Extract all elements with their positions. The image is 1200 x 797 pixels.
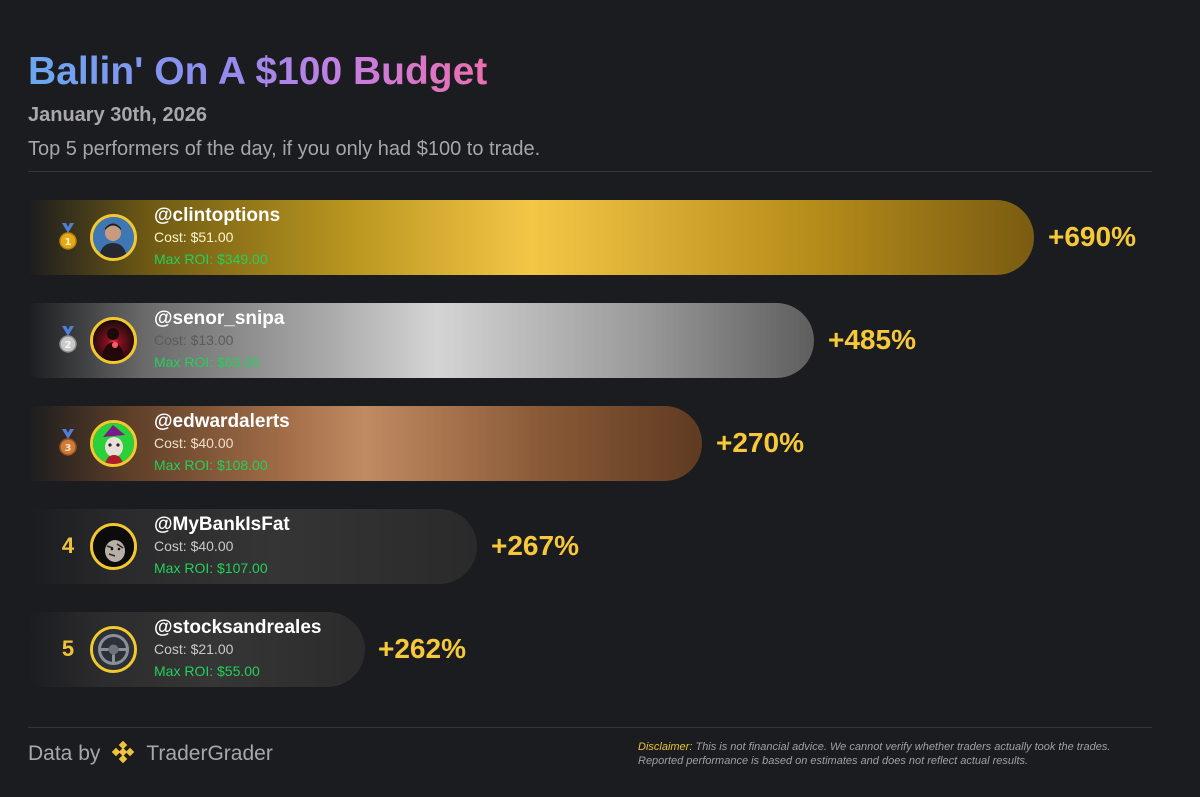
disclaimer: Disclaimer: This is not financial advice… — [638, 740, 1158, 768]
pct-label-rank-2: +485% — [828, 324, 916, 355]
avatar-portrait-icon — [93, 217, 134, 258]
bar-rank-1 — [28, 200, 1034, 275]
cost-label: Cost: $51.00 — [154, 229, 234, 245]
data-by-label: Data by — [28, 742, 101, 765]
bar-rank-2 — [28, 303, 814, 378]
pct-label-rank-1: +690% — [1048, 221, 1136, 252]
avatar-steering-wheel-icon — [93, 629, 134, 670]
rank-number: 4 — [61, 533, 75, 558]
date-label: January 30th, 2026 — [28, 104, 207, 126]
avatar-silhouette-icon — [93, 320, 134, 361]
handle-label: @clintoptions — [154, 205, 281, 226]
handle-label: @MyBankIsFat — [154, 514, 290, 535]
max-roi-label: Max ROI: $107.00 — [154, 560, 268, 576]
max-roi-label: Max ROI: $63.00 — [154, 354, 260, 370]
bar-rank-3 — [28, 406, 702, 481]
rank-number: 5 — [61, 636, 75, 661]
handle-label: @stocksandreales — [154, 617, 322, 638]
max-roi-label: Max ROI: $108.00 — [154, 457, 268, 473]
svg-text:3: 3 — [65, 443, 72, 454]
avatar-stocksandreales — [90, 626, 137, 673]
pct-label-rank-5: +262% — [378, 633, 466, 664]
max-roi-label: Max ROI: $349.00 — [154, 251, 268, 267]
subtitle: Top 5 performers of the day, if you only… — [28, 138, 541, 160]
svg-text:1: 1 — [65, 237, 72, 248]
brand-name: TraderGrader — [146, 742, 273, 765]
gold-medal-icon: 1 — [59, 223, 77, 250]
silver-medal-icon: 2 — [59, 326, 77, 353]
avatar-mybankisfat — [90, 523, 137, 570]
divider-top — [28, 171, 1152, 172]
cost-label: Cost: $40.00 — [154, 435, 234, 451]
data-attribution: Data by TraderGrader — [28, 741, 273, 767]
page-title: Ballin' On A $100 Budget — [28, 50, 488, 93]
handle-label: @senor_snipa — [154, 308, 285, 329]
pct-label-rank-4: +267% — [491, 530, 579, 561]
bronze-medal-icon: 3 — [59, 429, 77, 456]
disclaimer-text: This is not financial advice. We cannot … — [638, 741, 1111, 767]
bar-rank-5 — [28, 612, 365, 687]
svg-text:2: 2 — [65, 340, 72, 351]
avatar-clintoptions — [90, 214, 137, 261]
cost-label: Cost: $21.00 — [154, 641, 234, 657]
tradergrader-logo-icon — [112, 741, 135, 764]
handle-label: @edwardalerts — [154, 411, 290, 432]
divider-bottom — [28, 727, 1152, 728]
cost-label: Cost: $13.00 — [154, 332, 234, 348]
avatar-cartoon-icon — [93, 423, 134, 464]
pct-label-rank-3: +270% — [716, 427, 804, 458]
cost-label: Cost: $40.00 — [154, 538, 234, 554]
disclaimer-label: Disclaimer: — [638, 741, 693, 753]
avatar-edwardalerts — [90, 420, 137, 467]
max-roi-label: Max ROI: $55.00 — [154, 663, 260, 679]
avatar-senor-snipa — [90, 317, 137, 364]
avatar-tiger-icon — [93, 526, 134, 567]
